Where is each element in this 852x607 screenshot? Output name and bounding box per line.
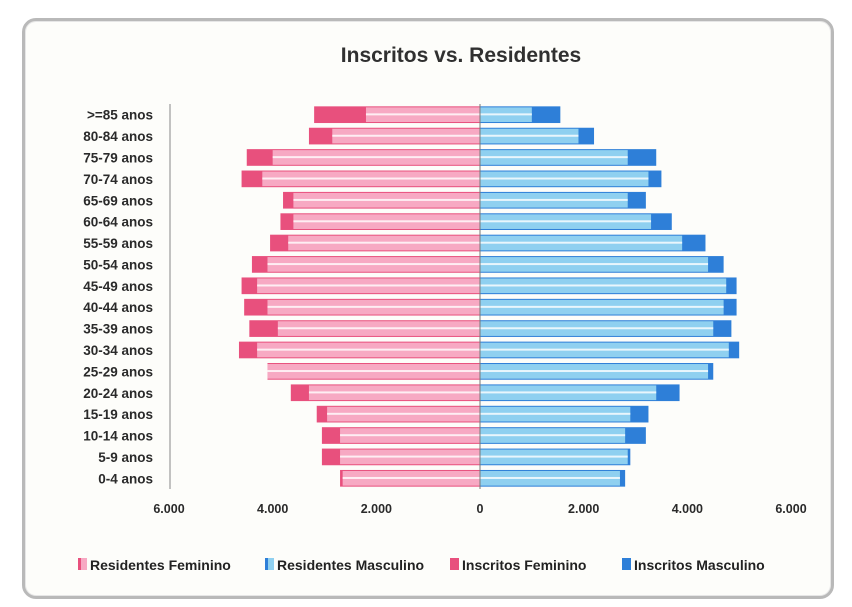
- bar-highlight: [293, 198, 480, 201]
- bar-highlight: [480, 455, 628, 458]
- bar-highlight: [277, 327, 480, 330]
- bar-highlight: [480, 220, 652, 223]
- legend-label: Inscritos Masculino: [634, 557, 765, 573]
- bar-highlight: [365, 113, 480, 116]
- bar-highlight: [293, 220, 480, 223]
- bar-highlight: [257, 348, 480, 351]
- bar-highlight: [267, 263, 480, 266]
- bar-highlight: [342, 476, 480, 479]
- bar-highlight: [480, 284, 727, 287]
- category-label: 25-29 anos: [83, 364, 153, 379]
- bar-highlight: [480, 198, 628, 201]
- legend-label: Residentes Masculino: [277, 557, 424, 573]
- category-label: 30-34 anos: [83, 343, 153, 358]
- category-label: 70-74 anos: [83, 172, 153, 187]
- legend-swatch-edge: [78, 558, 81, 570]
- category-label: 10-14 anos: [83, 429, 153, 444]
- category-label: 75-79 anos: [83, 150, 153, 165]
- category-label: 0-4 anos: [98, 471, 153, 486]
- bar-highlight: [340, 455, 480, 458]
- category-label: 80-84 anos: [83, 129, 153, 144]
- chart-title: Inscritos vs. Residentes: [341, 44, 581, 67]
- category-label: 15-19 anos: [83, 407, 153, 422]
- x-tick-label: 0: [477, 502, 484, 516]
- bar-highlight: [480, 348, 729, 351]
- bar-highlight: [272, 156, 480, 159]
- category-label: 5-9 anos: [98, 450, 153, 465]
- bar-highlight: [480, 412, 631, 415]
- x-tick-label: 6.000: [775, 502, 806, 516]
- category-label: 55-59 anos: [83, 236, 153, 251]
- legend-swatch: [78, 558, 87, 570]
- category-label: 40-44 anos: [83, 300, 153, 315]
- bar-highlight: [257, 284, 480, 287]
- legend-swatch-edge: [450, 558, 453, 570]
- bar-highlight: [267, 305, 480, 308]
- bar-highlight: [480, 134, 579, 137]
- x-tick-label: 4.000: [257, 502, 288, 516]
- category-label: 60-64 anos: [83, 215, 153, 230]
- bar-highlight: [332, 134, 480, 137]
- x-tick-label: 2.000: [361, 502, 392, 516]
- bar-highlight: [308, 391, 480, 394]
- legend-item: Inscritos Masculino: [622, 557, 765, 573]
- legend-swatch: [450, 558, 459, 570]
- legend-item: Inscritos Feminino: [450, 557, 586, 573]
- category-label: 45-49 anos: [83, 279, 153, 294]
- bar-highlight: [480, 156, 628, 159]
- x-tick-label: 2.000: [568, 502, 599, 516]
- x-tick-label: 4.000: [672, 502, 703, 516]
- bar-highlight: [480, 476, 620, 479]
- bar-highlight: [262, 177, 480, 180]
- category-labels: 0-4 anos 5-9 anos 10-14 anos 15-19 anos 20-2…: [83, 108, 153, 487]
- legend-swatch: [265, 558, 274, 570]
- x-tick-label: 6.000: [153, 502, 184, 516]
- bar-highlight: [480, 305, 724, 308]
- category-label: 65-69 anos: [83, 193, 153, 208]
- bar-highlight: [480, 327, 714, 330]
- bar-highlight: [267, 370, 480, 373]
- bar-highlight: [480, 177, 649, 180]
- bar-highlight: [340, 434, 480, 437]
- bar-highlight: [480, 434, 626, 437]
- category-label: 50-54 anos: [83, 257, 153, 272]
- legend: Residentes Feminino Residentes Masculino I…: [78, 557, 765, 573]
- bar-highlight: [480, 370, 709, 373]
- legend-label: Residentes Feminino: [90, 557, 231, 573]
- legend-swatch-edge: [265, 558, 268, 570]
- legend-label: Inscritos Feminino: [462, 557, 586, 573]
- category-label: 35-39 anos: [83, 322, 153, 337]
- bar-highlight: [480, 113, 532, 116]
- bar-highlight: [288, 241, 480, 244]
- bar-highlight: [480, 263, 709, 266]
- legend-item: Residentes Feminino: [78, 557, 231, 573]
- bar-highlight: [480, 391, 657, 394]
- category-label: 20-24 anos: [83, 386, 153, 401]
- bar-highlight: [480, 241, 683, 244]
- plot-area: [169, 104, 740, 489]
- category-label: >=85 anos: [87, 108, 153, 123]
- legend-swatch-edge: [622, 558, 625, 570]
- x-axis-ticks: 6.000 4.000 2.000 0 2.000 4.000 6.000: [153, 502, 806, 516]
- legend-swatch: [622, 558, 631, 570]
- bar-highlight: [327, 412, 480, 415]
- legend-item: Residentes Masculino: [265, 557, 424, 573]
